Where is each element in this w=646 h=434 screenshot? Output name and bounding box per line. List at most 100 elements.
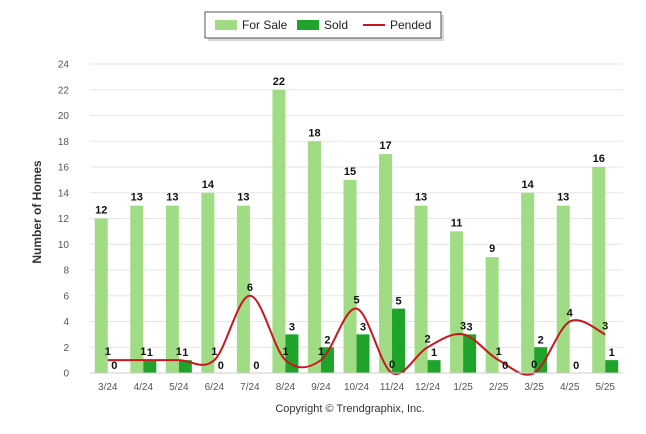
bar-for-sale bbox=[130, 205, 144, 373]
y-tick-label: 12 bbox=[58, 214, 70, 225]
y-tick-label: 0 bbox=[63, 369, 69, 380]
y-tick-label: 4 bbox=[63, 317, 69, 328]
data-label-pended: 1 bbox=[140, 346, 146, 358]
y-tick-label: 2 bbox=[63, 343, 69, 354]
copyright-text: Copyright © Trendgraphix, Inc. bbox=[275, 403, 424, 415]
data-label-sold: 5 bbox=[395, 296, 401, 308]
bar-for-sale bbox=[414, 205, 428, 373]
legend-label-pended: Pended bbox=[390, 18, 431, 32]
bar-for-sale bbox=[592, 167, 606, 373]
legend-label-for-sale: For Sale bbox=[242, 18, 288, 32]
bar-sold bbox=[605, 360, 619, 373]
data-label-pended: 3 bbox=[602, 320, 608, 332]
bar-sold bbox=[534, 347, 548, 373]
x-tick-label: 7/24 bbox=[240, 382, 260, 393]
y-tick-label: 18 bbox=[58, 137, 70, 148]
data-label-sold: 1 bbox=[431, 347, 437, 359]
bar-sold bbox=[392, 308, 406, 373]
data-label-for-sale: 13 bbox=[415, 192, 427, 204]
y-tick-label: 10 bbox=[58, 240, 70, 251]
data-label-pended: 6 bbox=[247, 282, 253, 294]
bar-sold bbox=[178, 360, 192, 373]
x-tick-label: 9/24 bbox=[311, 382, 331, 393]
x-tick-label: 1/25 bbox=[453, 382, 473, 393]
data-label-pended: 1 bbox=[105, 346, 111, 358]
x-tick-label: 3/25 bbox=[524, 382, 544, 393]
legend-label-sold: Sold bbox=[324, 18, 348, 32]
x-tick-label: 6/24 bbox=[205, 382, 225, 393]
data-label-sold: 1 bbox=[182, 347, 188, 359]
data-labels: 1201311311401302231821531751311139014213… bbox=[95, 76, 615, 372]
data-label-sold: 2 bbox=[538, 334, 544, 346]
bar-for-sale bbox=[450, 231, 464, 373]
bar-for-sale bbox=[272, 89, 286, 373]
data-label-sold: 3 bbox=[467, 321, 473, 333]
x-axis-ticks: 3/24 4/24 5/24 6/24 7/24 8/24 9/24 10/24 11/24 12… bbox=[98, 382, 615, 393]
bar-sold bbox=[463, 334, 477, 373]
y-axis-title: Number of Homes bbox=[30, 160, 44, 264]
x-tick-label: 4/24 bbox=[134, 382, 154, 393]
x-tick-label: 3/24 bbox=[98, 382, 118, 393]
x-tick-label: 12/24 bbox=[415, 382, 440, 393]
x-tick-label: 2/25 bbox=[489, 382, 509, 393]
bar-for-sale bbox=[236, 205, 250, 373]
data-label-for-sale: 9 bbox=[489, 243, 495, 255]
data-label-for-sale: 15 bbox=[344, 166, 356, 178]
bar-for-sale bbox=[307, 141, 321, 373]
data-label-pended: 3 bbox=[460, 320, 466, 332]
data-label-pended: 5 bbox=[353, 295, 359, 307]
pended-line-layer bbox=[107, 294, 606, 376]
bar-for-sale bbox=[379, 154, 393, 373]
legend-swatch-sold bbox=[297, 20, 319, 30]
data-label-for-sale: 13 bbox=[237, 192, 249, 204]
data-label-pended: 0 bbox=[531, 359, 537, 371]
data-label-for-sale: 12 bbox=[95, 205, 107, 217]
data-label-sold: 3 bbox=[289, 321, 295, 333]
data-label-for-sale: 16 bbox=[593, 153, 605, 165]
data-label-sold: 0 bbox=[573, 360, 579, 372]
data-label-sold: 2 bbox=[324, 334, 330, 346]
data-label-sold: 0 bbox=[218, 360, 224, 372]
data-label-for-sale: 13 bbox=[131, 192, 143, 204]
data-label-for-sale: 14 bbox=[202, 179, 215, 191]
legend-swatch-for-sale bbox=[215, 20, 237, 30]
data-label-for-sale: 18 bbox=[308, 127, 320, 139]
pended-line bbox=[107, 294, 606, 376]
data-label-sold: 0 bbox=[253, 360, 259, 372]
data-label-sold: 0 bbox=[502, 360, 508, 372]
bar-sold bbox=[143, 360, 157, 373]
x-tick-label: 11/24 bbox=[380, 382, 405, 393]
y-tick-label: 8 bbox=[63, 266, 69, 277]
data-label-for-sale: 14 bbox=[522, 179, 535, 191]
y-tick-label: 6 bbox=[63, 291, 69, 302]
data-label-for-sale: 22 bbox=[273, 76, 285, 88]
data-label-for-sale: 11 bbox=[451, 217, 463, 229]
data-label-for-sale: 13 bbox=[166, 192, 178, 204]
bar-sold bbox=[320, 347, 334, 373]
data-label-for-sale: 17 bbox=[379, 140, 391, 152]
bar-sold bbox=[356, 334, 370, 373]
bar-for-sale bbox=[485, 257, 499, 373]
y-tick-label: 20 bbox=[58, 111, 70, 122]
y-tick-label: 24 bbox=[58, 60, 70, 71]
data-label-pended: 2 bbox=[425, 333, 431, 345]
x-tick-label: 5/24 bbox=[169, 382, 189, 393]
x-tick-label: 10/24 bbox=[344, 382, 369, 393]
data-label-sold: 0 bbox=[111, 360, 117, 372]
bar-for-sale bbox=[343, 179, 357, 373]
data-label-pended: 1 bbox=[282, 346, 288, 358]
x-tick-label: 4/25 bbox=[560, 382, 580, 393]
data-label-pended: 4 bbox=[567, 308, 574, 320]
y-tick-label: 14 bbox=[58, 188, 70, 199]
data-label-for-sale: 13 bbox=[557, 192, 569, 204]
data-label-pended: 1 bbox=[318, 346, 324, 358]
bar-for-sale bbox=[201, 192, 215, 373]
y-tick-label: 22 bbox=[58, 85, 70, 96]
y-tick-label: 16 bbox=[58, 163, 70, 174]
data-label-pended: 1 bbox=[176, 346, 182, 358]
data-label-pended: 1 bbox=[496, 346, 502, 358]
bar-sold bbox=[427, 360, 441, 373]
